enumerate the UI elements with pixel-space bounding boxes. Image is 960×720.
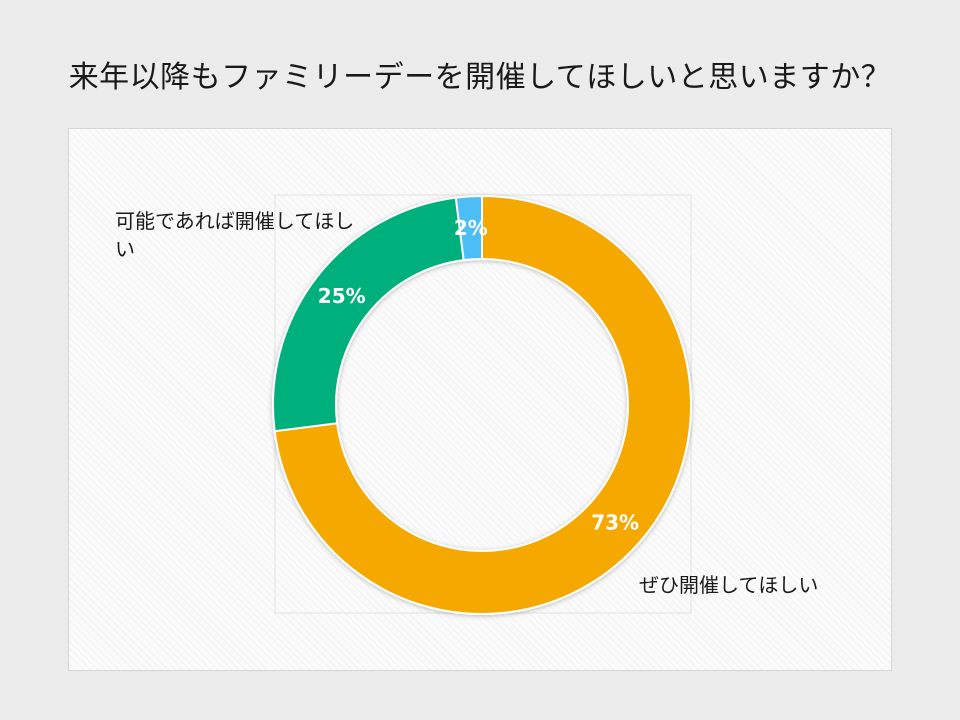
slice-label-definitely: ぜひ開催してほしい [639, 573, 819, 597]
donut-slice-other [454, 194, 483, 262]
data-label-definitely: 73% [591, 510, 639, 534]
chart-title: 来年以降もファミリーデーを開催してほしいと思いますか？ [68, 60, 892, 95]
data-label-possible: 25% [318, 284, 366, 308]
donut-chart: 73% 25% 2% [272, 194, 692, 615]
donut-slice-possible [272, 196, 465, 433]
slice-label-possible: 可能であれば開催してほしい [115, 209, 355, 261]
chart-area: 73% 25% 2% 可能であれば開催してほしい ぜひ開催してほしい [68, 128, 892, 671]
data-label-other: 2% [454, 216, 488, 240]
donut-slice-definitely [273, 194, 692, 615]
